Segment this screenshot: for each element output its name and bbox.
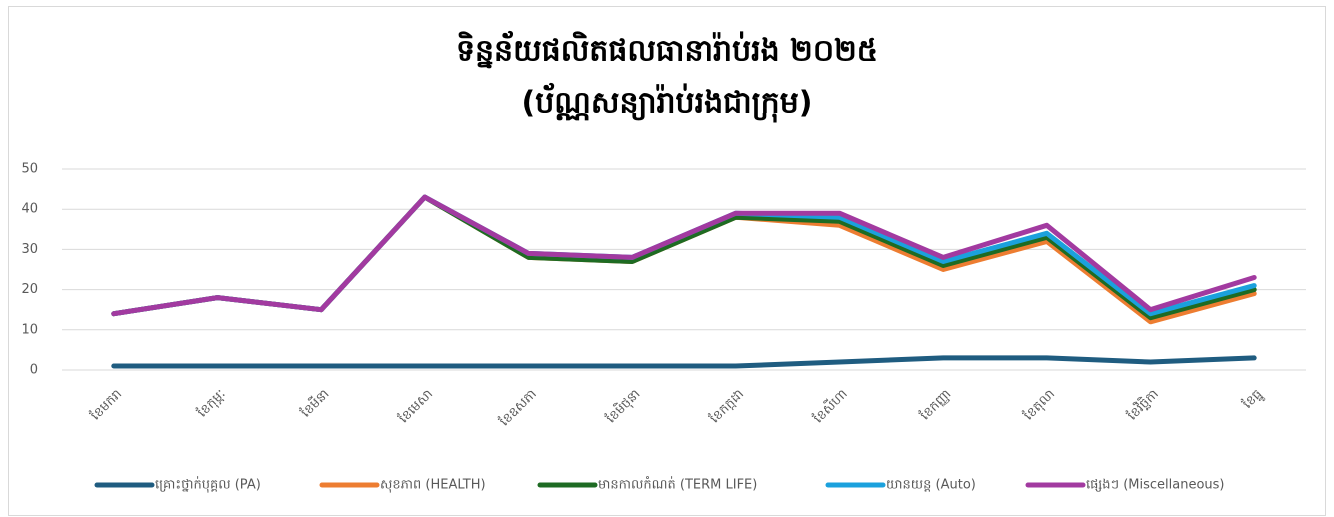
y-tick-label: 10 [21,322,38,337]
y-tick-label: 50 [21,162,38,177]
legend-label: សុខភាព (HEALTH) [380,478,486,494]
chart-subtitle: (ប័ណ្ណសន្យារ៉ាប់រងជាក្រុម) [522,83,813,124]
series-line [111,355,1257,369]
chart-title: ទិន្នន័យផលិតផលធានារ៉ាប់រង ២០២៥ [456,31,878,69]
chart-frame [8,6,1326,516]
legend-label: មានកាលកំណត់ (TERM LIFE) [598,476,757,493]
series-line [111,194,1257,317]
y-tick-label: 20 [21,282,38,297]
legend-label: យានយន្ត (Auto) [886,478,976,493]
y-tick-label: 0 [30,363,38,378]
legend-label: គ្រោះថ្នាក់បុគ្គល (PA) [155,476,261,494]
legend-label: ផ្សេងៗ (Miscellaneous) [1086,478,1225,493]
y-tick-label: 40 [21,202,38,217]
y-tick-label: 30 [21,242,38,257]
